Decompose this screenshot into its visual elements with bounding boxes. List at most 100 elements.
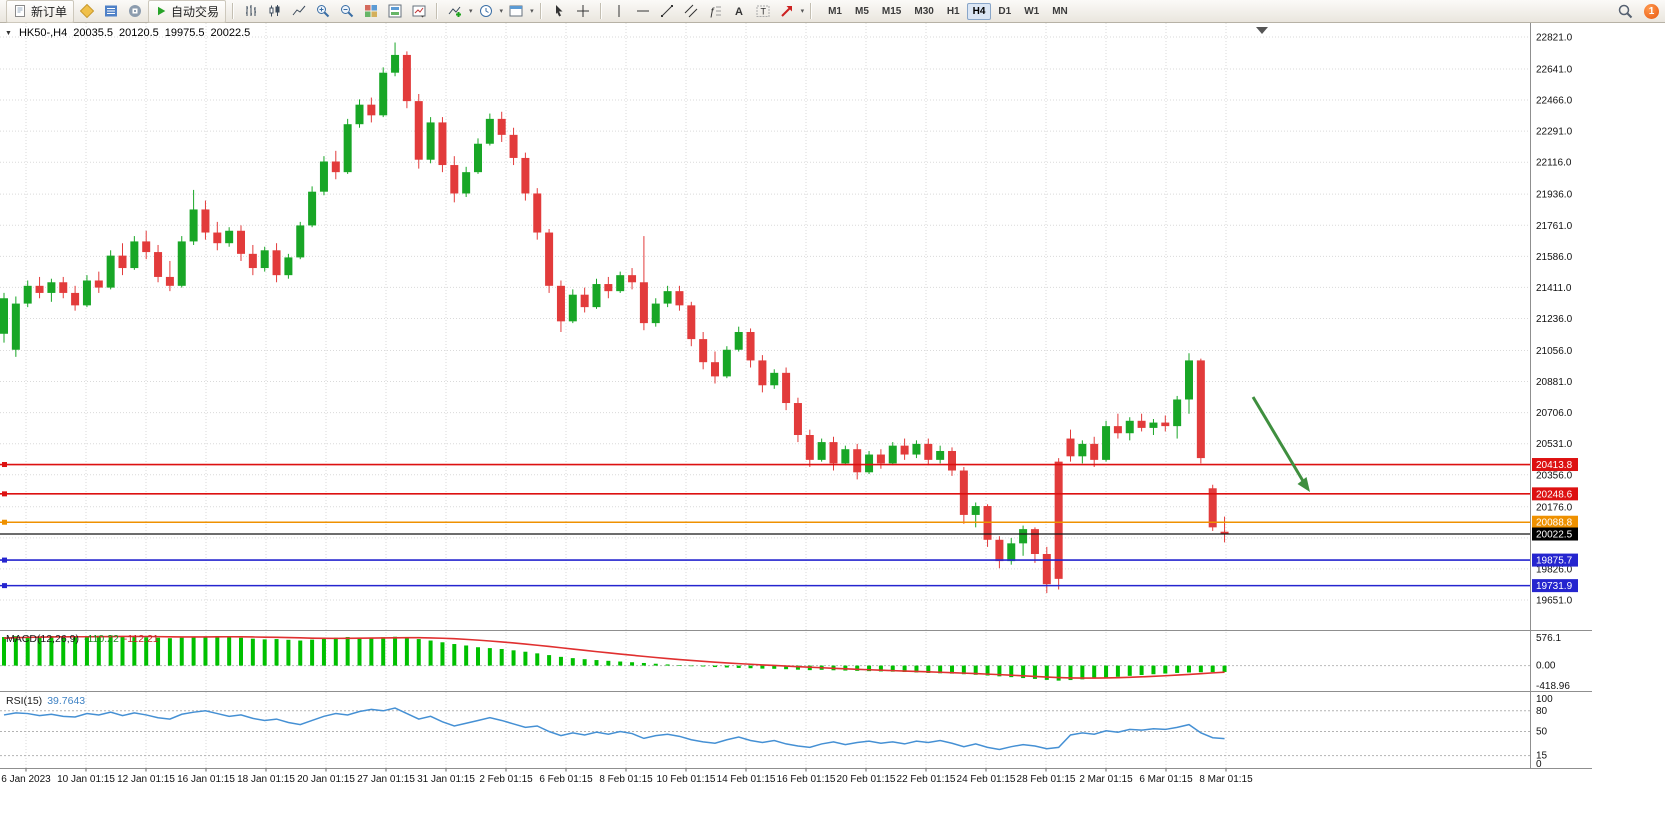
timeframe-button-m5[interactable]: M5 [855,5,869,17]
periods-caret-icon[interactable]: ▾ [499,7,504,15]
rsi-value: 39.7643 [47,695,86,707]
templates-icon[interactable] [505,2,527,21]
macd-histogram-bar [973,665,978,675]
chart-shift-marker-icon[interactable] [1256,27,1268,34]
macd-histogram-bar [321,638,326,666]
indicators-caret-icon[interactable]: ▾ [469,7,473,15]
timeframe-button-m30[interactable]: M30 [914,5,934,17]
rsi-line [3,707,1225,751]
text-icon[interactable]: A [728,2,750,21]
timeframe-button-w1[interactable]: W1 [1024,5,1040,17]
vertical-line-icon[interactable] [608,2,630,21]
cursor-icon[interactable] [548,2,570,21]
trendline-icon[interactable] [656,2,678,21]
svg-text:T: T [760,7,766,17]
macd-histogram-bar [1068,665,1073,681]
date-label: 10 Feb 01:15 [657,774,716,785]
tile-windows-icon[interactable] [360,2,382,21]
chart-window: 22821.0 22641.0 22466.0 22291.0 22116.0 21936… [0,23,1665,840]
candle-body [225,230,234,244]
macd-histogram-bar [938,665,943,674]
notification-badge[interactable]: 1 [1644,3,1659,19]
candle-body [1208,488,1217,528]
macd-histogram-bar [618,661,623,666]
candle-body [474,143,482,173]
macd-histogram-bar [1163,665,1168,674]
candle-body [1090,443,1099,460]
date-label: 6 Mar 01:15 [1139,774,1193,785]
timeframe-button-mn[interactable]: MN [1052,5,1068,17]
candle-body [628,275,637,283]
shapes-caret-icon[interactable]: ▾ [800,7,805,15]
arrange-windows-icon[interactable] [384,2,406,21]
candle-body [402,54,411,102]
line-chart-icon[interactable] [288,2,310,21]
candle-body [414,101,423,160]
horizontal-line-icon[interactable] [632,2,654,21]
bar-chart-icon[interactable] [240,2,262,21]
chart-canvas[interactable]: 22821.0 22641.0 22466.0 22291.0 22116.0 21936… [0,23,1665,840]
timeframe-button-h4[interactable]: H4 [966,2,992,20]
timeframe-button-d1[interactable]: D1 [998,5,1012,17]
candle-body [1078,443,1087,457]
collapse-ohlc-icon[interactable]: ▼ [5,29,12,37]
candle-body [651,303,660,324]
candle-body [1196,360,1205,459]
templates-caret-icon[interactable]: ▾ [530,7,534,15]
zoom-out-icon[interactable] [336,2,358,21]
candle-body [1066,438,1075,457]
mql-wizard-icon[interactable] [76,2,98,21]
equidistant-channel-icon[interactable] [680,2,702,21]
price-axis-label: 20706.0 [1536,408,1573,419]
line-drag-handle[interactable] [2,557,7,563]
macd-histogram-bar [49,635,54,666]
text-label-icon[interactable]: T [752,2,774,21]
timeframe-button-h1[interactable]: H1 [946,5,960,17]
macd-axis-label: -418.96 [1536,681,1570,692]
macd-histogram-bar [985,665,990,676]
line-drag-handle[interactable] [2,583,7,589]
new-order-button[interactable]: 新订单 [6,0,75,23]
timeframe-button-m1[interactable]: M1 [828,5,842,17]
date-label: 18 Jan 01:15 [237,774,295,785]
line-drag-handle[interactable] [2,491,7,497]
macd-histogram-bar [1044,665,1049,680]
macd-histogram-bar [665,664,670,666]
zoom-in-icon[interactable] [312,2,334,21]
macd-histogram-bar [167,638,172,666]
macd-histogram-bar [867,665,872,672]
macd-histogram-bar [452,644,457,666]
crosshair-icon[interactable] [572,2,594,21]
macd-histogram-bar [274,639,279,666]
line-drag-handle[interactable] [2,462,7,468]
line-drag-handle[interactable] [2,519,7,525]
arrows-shapes-icon[interactable] [776,2,798,21]
timeframe-button-m15[interactable]: M15 [881,5,902,17]
macd-histogram-bar [878,665,883,672]
market-watch-icon[interactable] [100,2,122,21]
macd-histogram-bar [1187,665,1191,673]
macd-histogram-bar [689,665,694,667]
candle-body [936,450,945,460]
macd-histogram-bar [61,636,66,666]
trend-arrow-annotation[interactable] [1251,396,1305,482]
chart-shift-icon[interactable] [408,2,430,21]
price-axis-label: 21936.0 [1536,190,1573,201]
search-icon[interactable] [1614,2,1636,21]
candle-body [782,372,791,404]
candle-body [379,72,388,116]
candle-body [995,539,1004,562]
candlestick-chart-icon[interactable] [264,2,286,21]
indicators-icon[interactable] [444,2,466,21]
toolbar-separator [810,3,813,19]
candle-body [533,193,542,233]
autotrade-button[interactable]: 自动交易 [148,0,227,23]
price-marker-label: 19875.7 [1536,556,1573,567]
macd-histogram-bar [333,637,338,666]
toolbar-separator [599,3,602,19]
periods-clock-icon[interactable] [475,2,497,21]
fibonacci-icon[interactable]: ƒ [704,2,726,21]
date-label: 8 Feb 01:15 [599,774,653,785]
macd-histogram-bar [701,665,706,667]
community-icon[interactable] [124,2,146,21]
